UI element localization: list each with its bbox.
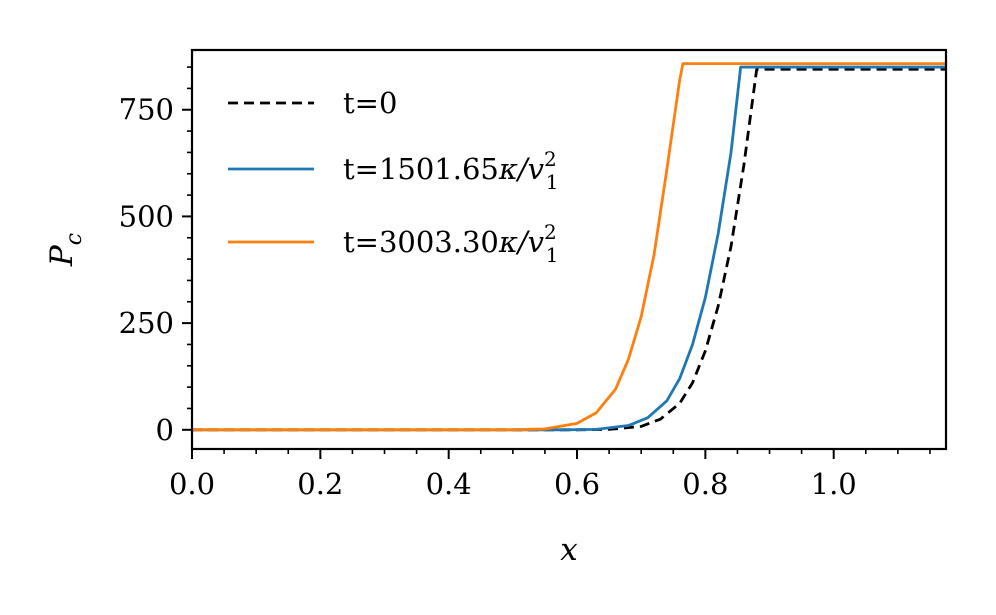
series-line-1 bbox=[192, 67, 946, 432]
x-tick-label: 0.2 bbox=[297, 467, 343, 501]
legend-label-2: t=1501.65κ/v2 1 bbox=[343, 147, 559, 194]
series-line-3 bbox=[192, 62, 946, 432]
y-tick-label: 500 bbox=[119, 199, 174, 233]
y-axis-label-main: P bbox=[44, 244, 80, 267]
x-tick-label: 0.8 bbox=[682, 467, 728, 501]
y-tick-label: 750 bbox=[119, 93, 174, 127]
y-axis-label: Pc bbox=[44, 233, 87, 267]
x-tick-label: 0.0 bbox=[169, 467, 215, 501]
tick-labels: 0.0 0.2 0.4 0.6 0.8 1.0 0 250 500 750 bbox=[119, 93, 857, 501]
y-tick-label: 250 bbox=[119, 306, 174, 340]
plot-frame bbox=[190, 48, 948, 451]
series-layer bbox=[192, 62, 946, 432]
y-axis-label-subscript: c bbox=[62, 233, 87, 245]
series-line-2 bbox=[192, 65, 946, 432]
x-axis-label: x bbox=[560, 532, 578, 568]
x-tick-label: 0.6 bbox=[554, 467, 600, 501]
legend-label-1: t=0 bbox=[343, 86, 397, 120]
x-tick-label: 0.4 bbox=[426, 467, 472, 501]
x-tick-label: 1.0 bbox=[811, 467, 857, 501]
legend-label-3: t=3003.30κ/v2 1 bbox=[343, 220, 559, 267]
y-tick-label: 0 bbox=[156, 413, 174, 447]
legend: t=0 t=1501.65κ/v2 1 t=3003.30κ/v2 1 bbox=[228, 86, 559, 267]
